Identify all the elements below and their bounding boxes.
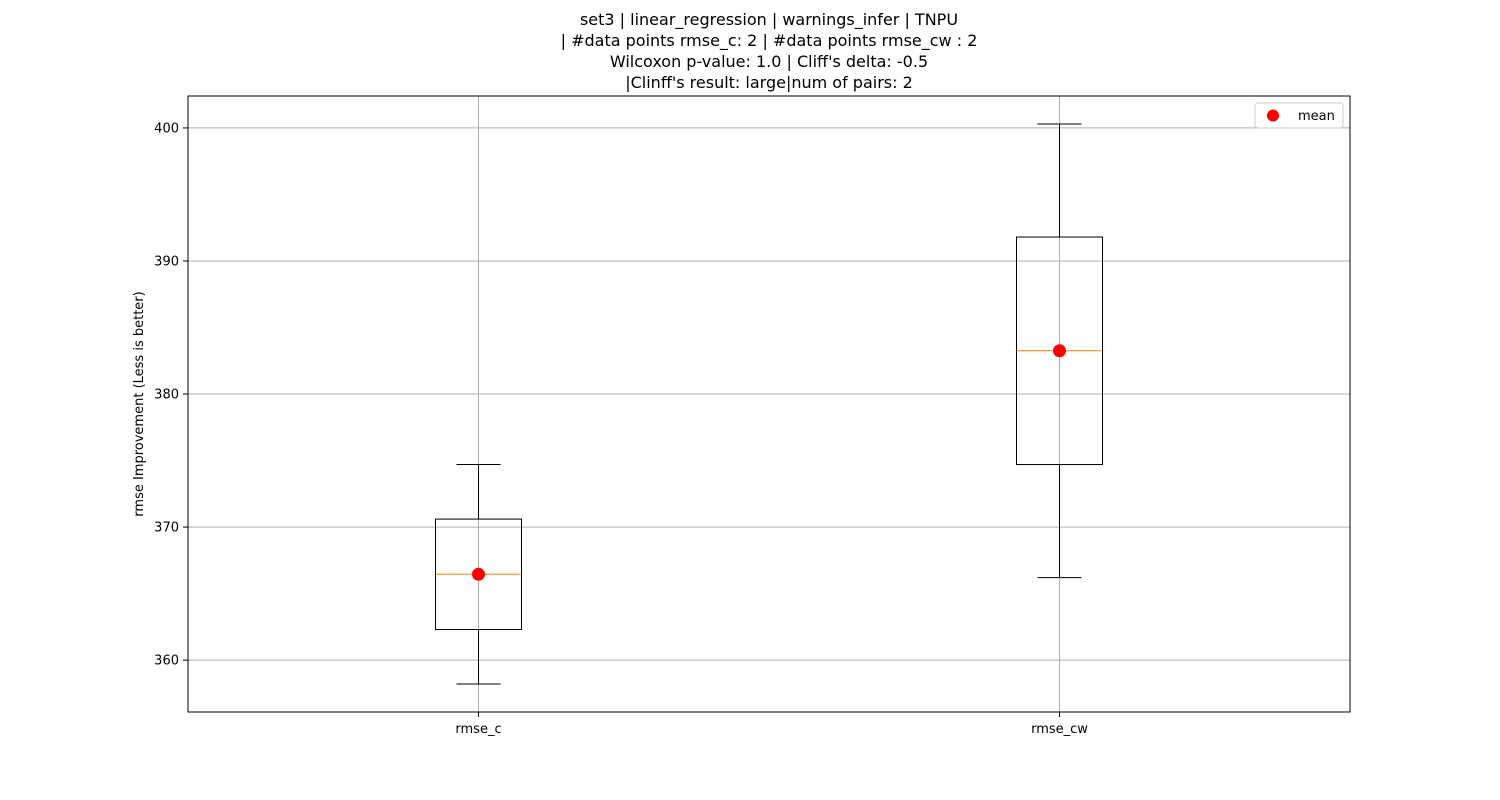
mean-marker <box>472 567 485 581</box>
legend: mean <box>1254 102 1344 129</box>
title-line: |Clinff's result: large|num of pairs: 2 <box>625 73 913 92</box>
x-tick-label: rmse_cw <box>1031 722 1088 737</box>
y-tick-label: 390 <box>154 254 179 269</box>
x-tick-label: rmse_c <box>455 722 501 737</box>
legend-mean-marker <box>1267 109 1279 122</box>
legend-frame <box>1254 102 1344 129</box>
x-axis-ticks: rmse_c rmse_cw <box>455 712 1088 737</box>
grid-lines <box>188 96 1350 712</box>
title-line: Wilcoxon p-value: 1.0 | Cliff's delta: -… <box>610 52 928 71</box>
box-rmse_c <box>435 464 522 685</box>
y-tick-label: 400 <box>154 121 179 136</box>
mean-marker <box>1053 344 1066 358</box>
y-axis-label: rmse Improvement (Less is better) <box>132 291 147 516</box>
y-tick-label: 370 <box>154 521 179 536</box>
plot-frame <box>187 95 1351 713</box>
title-line: set3 | linear_regression | warnings_infe… <box>580 10 958 30</box>
boxes <box>435 123 1103 685</box>
y-tick-label: 380 <box>154 388 179 403</box>
y-axis-ticks: 360 370 380 390 400 <box>154 121 188 669</box>
chart-title: set3 | linear_regression | warnings_infe… <box>561 10 978 92</box>
title-line: | #data points rmse_c: 2 | #data points … <box>561 31 978 51</box>
y-tick-label: 360 <box>154 654 179 669</box>
legend-mean-label: mean <box>1298 109 1335 124</box>
box-rmse_cw <box>1016 123 1103 579</box>
